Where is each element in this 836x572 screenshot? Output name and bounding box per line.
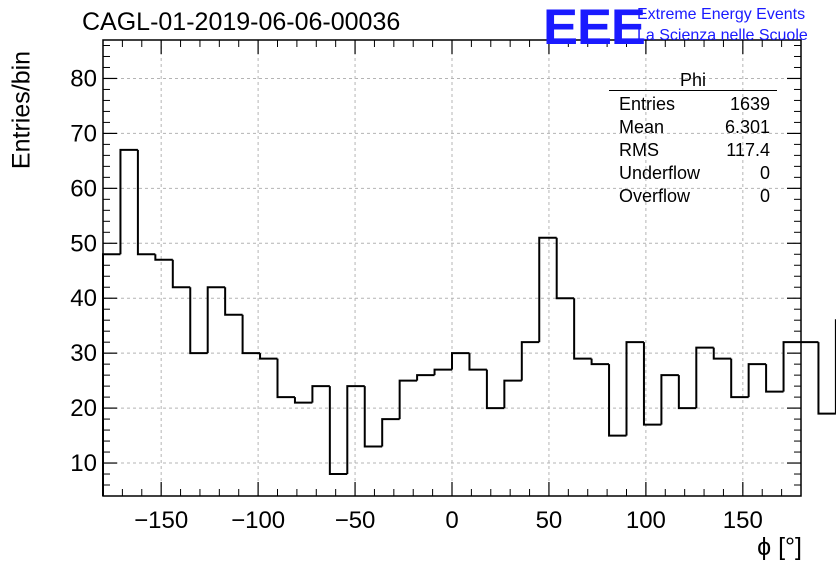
x-tick-label: 150: [723, 507, 763, 534]
histogram-bin: [293, 397, 313, 404]
x-tick-label: 100: [626, 507, 666, 534]
x-tick-label: −100: [231, 507, 285, 534]
histogram-bin: [730, 358, 749, 399]
histogram-bin: [712, 347, 732, 360]
histogram-bin: [468, 353, 487, 371]
stats-divider: [609, 90, 777, 91]
histogram-bin: [189, 287, 208, 355]
histogram-bin: [608, 364, 627, 437]
histogram-bin: [381, 418, 400, 447]
y-axis-label-box: Entries/bin: [4, 40, 40, 180]
stats-row: RMS 117.4: [609, 139, 777, 162]
y-tick-label: 70: [70, 120, 97, 147]
x-tick-label: 0: [445, 507, 458, 534]
stats-title: Phi: [679, 70, 706, 90]
histogram-bin: [398, 379, 418, 420]
y-tick-label: 60: [70, 175, 97, 202]
histogram-bin: [782, 341, 801, 392]
histogram-bin: [485, 369, 505, 410]
y-tick-label: 30: [70, 340, 97, 367]
stats-label: Overflow: [619, 186, 691, 206]
x-tick-label: 50: [536, 507, 563, 534]
histogram-bin: [817, 342, 836, 415]
stats-row: Mean 6.301: [609, 116, 777, 139]
stats-value: 1639: [729, 94, 770, 114]
histogram-bin: [346, 385, 365, 475]
histogram-bin: [119, 148, 138, 255]
stats-value: 6.301: [724, 117, 770, 137]
histogram-bin: [259, 353, 278, 360]
stats-label: Mean: [619, 117, 665, 137]
x-tick-label: −150: [134, 507, 188, 534]
histogram-bin: [555, 237, 575, 300]
y-tick-label: 40: [70, 285, 97, 312]
y-tick-label: 80: [70, 65, 97, 92]
y-tick-label: 20: [70, 395, 97, 422]
histogram-bin: [695, 346, 714, 409]
stats-row: Entries 1639: [609, 93, 777, 116]
histogram-bin: [433, 368, 452, 376]
histogram-bin: [660, 374, 679, 425]
logo-caption: Extreme Energy Events La Scienza nelle S…: [637, 4, 808, 46]
histogram-bin: [311, 385, 330, 403]
logo-line-1: Extreme Energy Events: [637, 6, 806, 23]
histogram-bin: [416, 374, 435, 381]
y-tick-label: 10: [70, 450, 97, 477]
histogram-bin: [206, 286, 226, 354]
y-axis-label: Entries/bin: [7, 50, 36, 170]
histogram-bin: [154, 254, 173, 261]
histogram-bin: [241, 314, 261, 355]
stats-label: Entries: [619, 94, 676, 114]
histogram-bin: [642, 342, 662, 426]
histogram-bin: [451, 352, 470, 370]
stats-box: Phi Entries 1639 Mean 6.301 RMS 117.4 Under…: [609, 70, 777, 208]
histogram-bin: [520, 341, 540, 381]
histogram-bin: [363, 386, 383, 448]
eee-logo: EEE: [543, 0, 646, 55]
stats-value: 0: [759, 163, 770, 183]
histogram-bin: [276, 358, 295, 399]
chart-title: CAGL-01-2019-06-06-00036: [82, 8, 401, 36]
histogram-bin: [573, 298, 592, 360]
histogram-bin: [747, 363, 767, 398]
histogram-bin: [171, 259, 191, 289]
histogram-bin: [224, 287, 243, 316]
stats-row: Underflow 0: [609, 162, 777, 185]
stats-row: Overflow 0: [609, 185, 777, 208]
histogram-bin: [503, 379, 522, 409]
logo-line-2: La Scienza nelle Scuole: [637, 27, 808, 44]
x-tick-label: −50: [335, 507, 376, 534]
histogram-bin: [538, 236, 557, 343]
histogram-bin: [765, 364, 784, 393]
stats-label: Underflow: [619, 163, 701, 183]
stats-value: 0: [759, 186, 770, 206]
histogram-bin: [136, 149, 156, 256]
histogram-bin: [590, 358, 610, 366]
stats-label: RMS: [619, 140, 659, 160]
stats-value: 117.4: [726, 140, 770, 160]
y-tick-label: 50: [70, 230, 97, 257]
histogram-bin: [677, 375, 697, 410]
histogram-bin: [328, 386, 348, 476]
histogram-bin: [625, 341, 644, 436]
x-axis-label: ϕ [°]: [757, 533, 802, 561]
